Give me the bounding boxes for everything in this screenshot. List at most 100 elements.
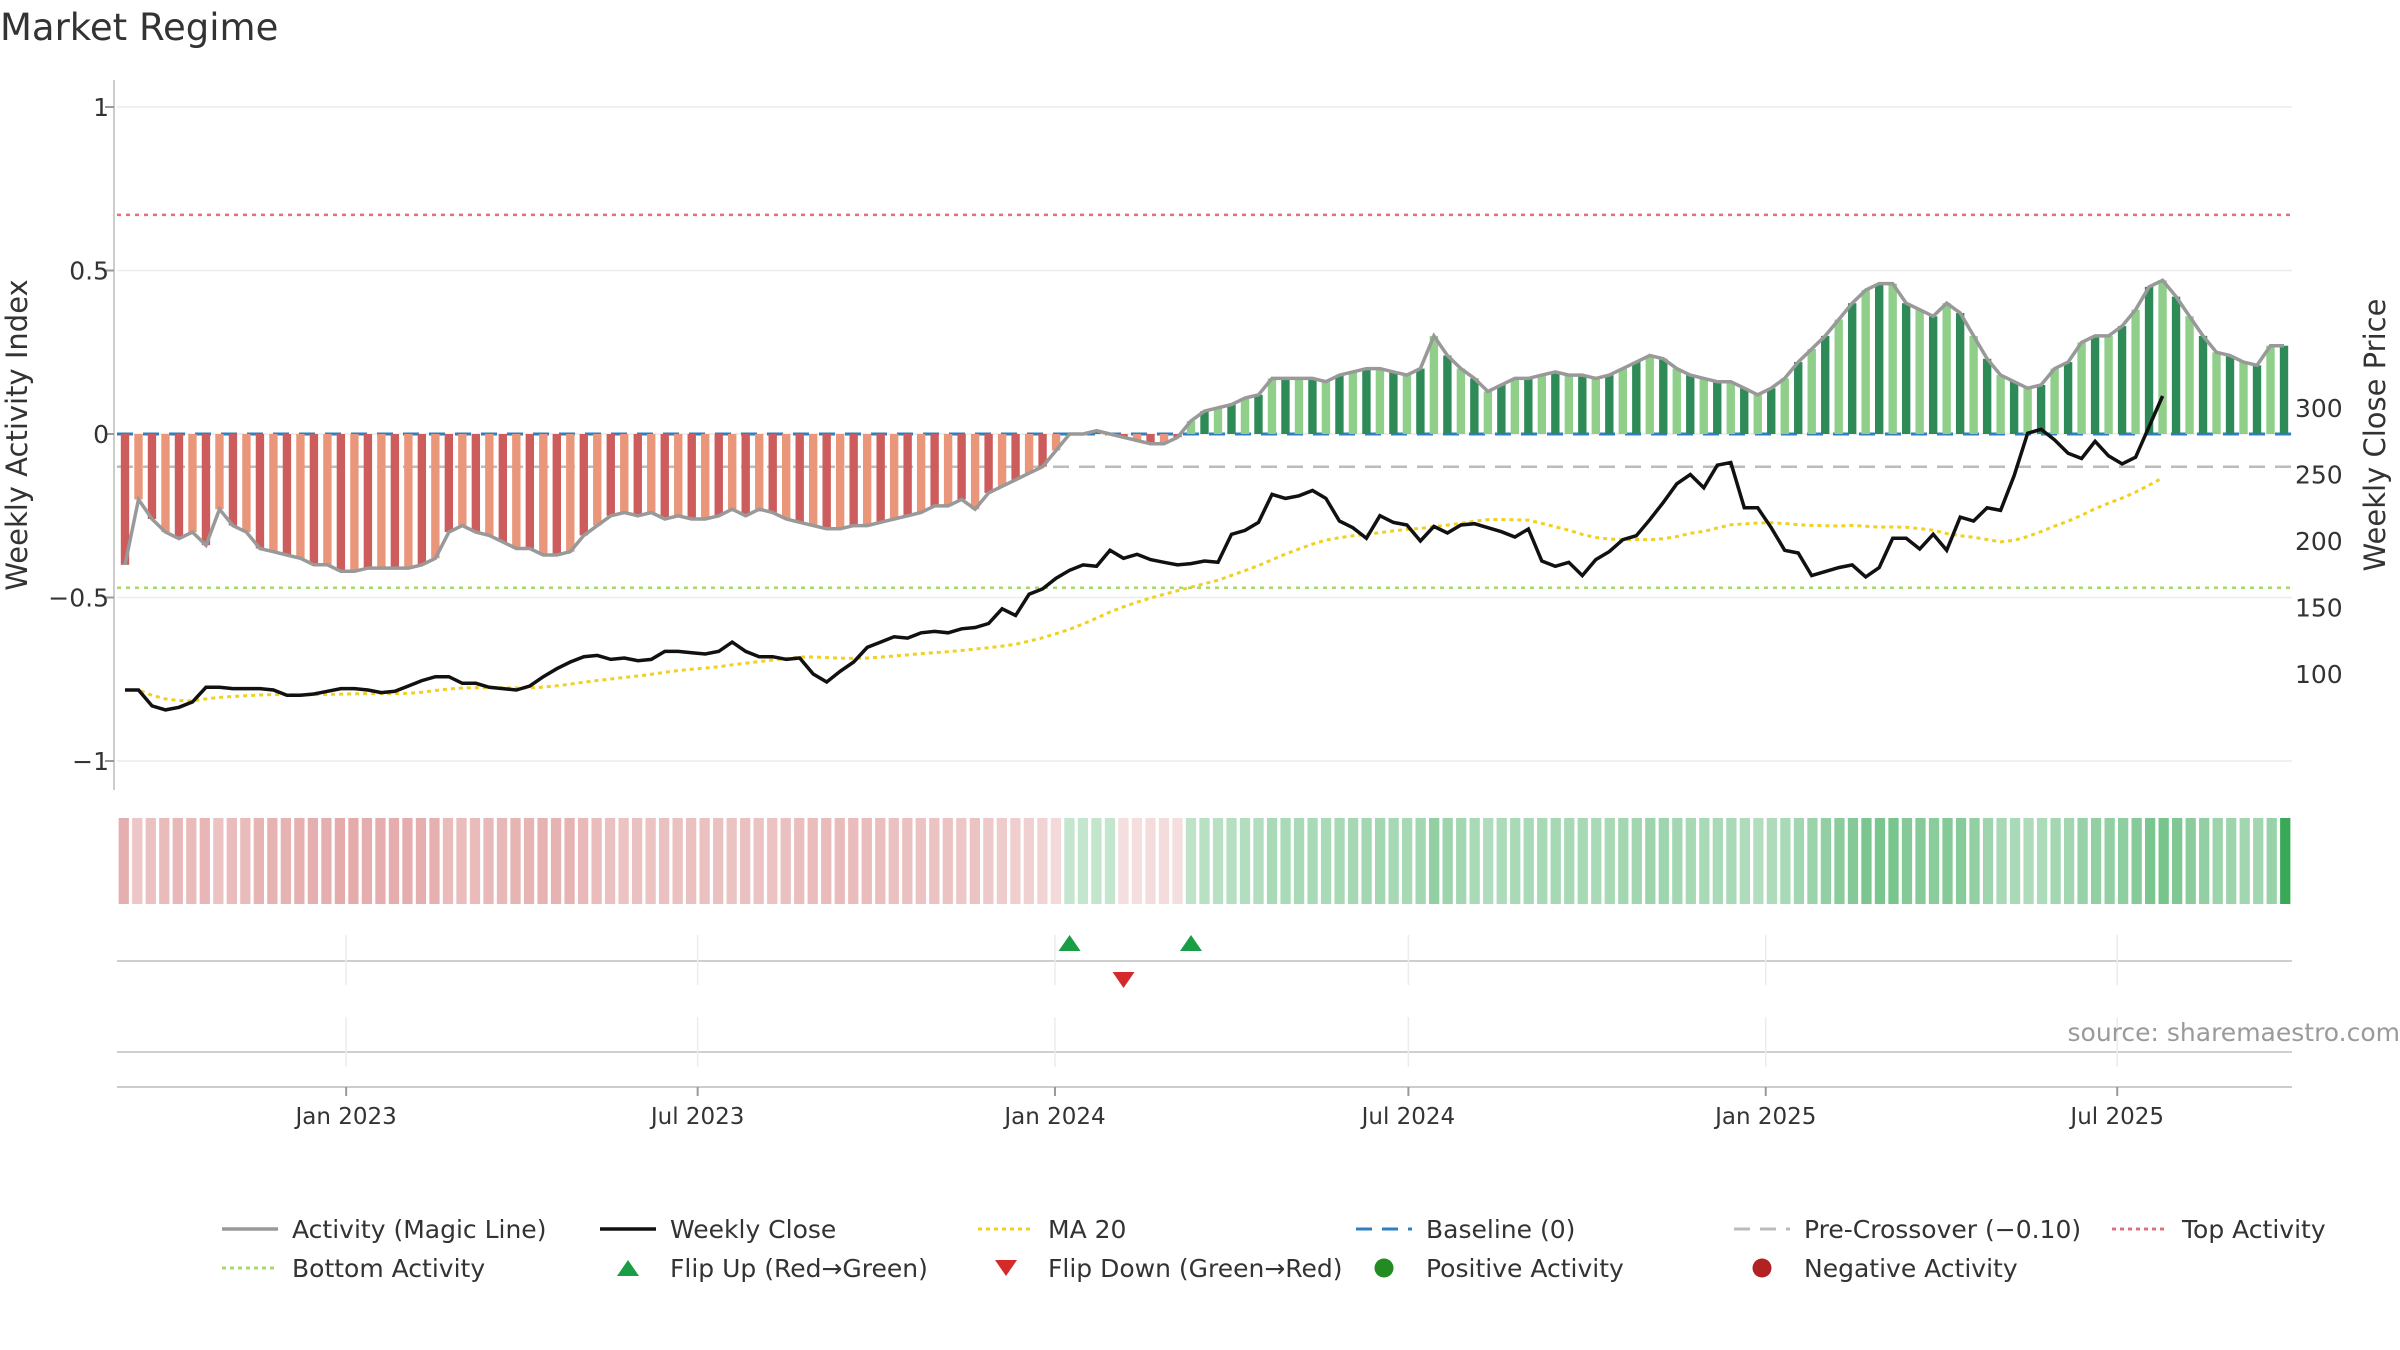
- weekly-close-line: [125, 395, 2165, 712]
- legend-key-icon: [2110, 1219, 2170, 1239]
- regime-cell: [321, 818, 332, 904]
- regime-cell: [2158, 818, 2169, 904]
- regime-cell: [1145, 818, 1156, 904]
- activity-bar: [363, 434, 373, 569]
- activity-bar: [876, 434, 885, 523]
- activity-bar: [2225, 355, 2235, 434]
- regime-cell: [1334, 818, 1345, 904]
- regime-cell: [1172, 818, 1183, 904]
- regime-cell: [1969, 818, 1980, 904]
- y-axis-label: Weekly Activity Index: [0, 279, 34, 590]
- activity-bar: [997, 434, 1007, 487]
- regime-cell: [1996, 818, 2007, 904]
- activity-bar: [201, 434, 211, 546]
- activity-bar: [1240, 398, 1250, 434]
- activity-bar: [1726, 381, 1735, 434]
- activity-bar: [782, 434, 791, 520]
- activity-bar: [916, 434, 926, 513]
- regime-cell: [1037, 818, 1048, 904]
- activity-bar: [1308, 378, 1317, 434]
- activity-bar: [862, 434, 872, 526]
- activity-bar: [728, 434, 737, 510]
- activity-bar: [755, 434, 764, 510]
- activity-bar: [822, 434, 831, 529]
- activity-bar: [1874, 283, 1884, 434]
- activity-bar: [1713, 381, 1722, 434]
- activity-bar: [417, 434, 427, 565]
- activity-bar: [485, 434, 494, 536]
- ma20-line: [125, 476, 2164, 703]
- activity-bar: [296, 434, 305, 559]
- regime-cell: [875, 818, 886, 904]
- activity-bar: [903, 434, 912, 516]
- activity-bar: [660, 434, 669, 520]
- y2-tick-label: 150: [2295, 594, 2343, 623]
- legend-item: MA 20: [976, 1210, 1126, 1248]
- legend-label: Bottom Activity: [292, 1253, 486, 1283]
- activity-bar: [1645, 355, 1654, 434]
- regime-cell: [2199, 818, 2210, 904]
- legend-item: Negative Activity: [1732, 1249, 2018, 1287]
- activity-bar: [2198, 335, 2208, 434]
- activity-bar: [2050, 368, 2059, 434]
- regime-cell: [118, 818, 129, 904]
- regime-cell: [2104, 818, 2115, 904]
- regime-cell: [1456, 818, 1467, 904]
- legend-key-icon: [976, 1258, 1036, 1278]
- regime-cell: [618, 818, 629, 904]
- regime-cell: [1131, 818, 1143, 904]
- activity-bar: [134, 434, 143, 500]
- regime-cell: [469, 818, 481, 904]
- activity-bar: [120, 434, 130, 565]
- activity-bar: [1955, 313, 1965, 434]
- activity-bar: [1672, 368, 1681, 434]
- legend-key-icon: [1354, 1258, 1414, 1278]
- regime-cell: [2118, 818, 2129, 904]
- flip-markers: [117, 935, 2292, 1053]
- activity-bar: [835, 434, 845, 529]
- activity-bar: [1281, 378, 1290, 434]
- activity-bar: [1497, 384, 1506, 434]
- regime-cell: [1739, 818, 1751, 904]
- regime-cell: [2280, 818, 2291, 904]
- activity-bar: [674, 434, 683, 516]
- activity-bar: [1524, 378, 1533, 434]
- flip-up-marker: [1180, 935, 1203, 951]
- activity-bar: [1389, 371, 1398, 434]
- regime-cell: [2172, 818, 2183, 904]
- regime-cell: [1928, 818, 1940, 904]
- regime-cell: [159, 818, 170, 904]
- y-tick-label: 0.5: [69, 257, 109, 286]
- activity-bar: [2023, 388, 2032, 434]
- regime-cell: [1645, 818, 1656, 904]
- activity-bar: [377, 434, 386, 569]
- activity-bar: [1456, 368, 1466, 434]
- regime-cell: [983, 818, 994, 904]
- activity-bar: [1753, 394, 1762, 434]
- regime-cell: [1820, 818, 1832, 904]
- regime-cell: [388, 818, 400, 904]
- activity-bar: [1362, 368, 1371, 434]
- legend-label: Weekly Close: [670, 1214, 837, 1244]
- activity-bar: [1686, 375, 1695, 434]
- regime-cell: [969, 818, 980, 904]
- legend-item: Pre-Crossover (−0.10): [1732, 1210, 2081, 1248]
- regime-cell: [415, 818, 427, 904]
- activity-bar: [1051, 434, 1061, 451]
- regime-cell: [1780, 818, 1791, 904]
- regime-cell: [2077, 818, 2088, 904]
- regime-cell: [240, 818, 251, 904]
- regime-cell: [1685, 818, 1696, 904]
- y2-tick-label: 100: [2295, 660, 2343, 689]
- legend-key-icon: [598, 1258, 658, 1278]
- activity-bar: [282, 434, 292, 555]
- activity-bar: [1834, 319, 1843, 434]
- activity-bar: [1267, 378, 1277, 434]
- activity-bar: [1294, 378, 1304, 434]
- regime-cell: [523, 818, 535, 904]
- activity-bar: [579, 434, 588, 536]
- activity-bar: [1861, 290, 1870, 434]
- x-tick-label: Jan 2023: [293, 1104, 396, 1130]
- regime-cell: [1564, 818, 1575, 904]
